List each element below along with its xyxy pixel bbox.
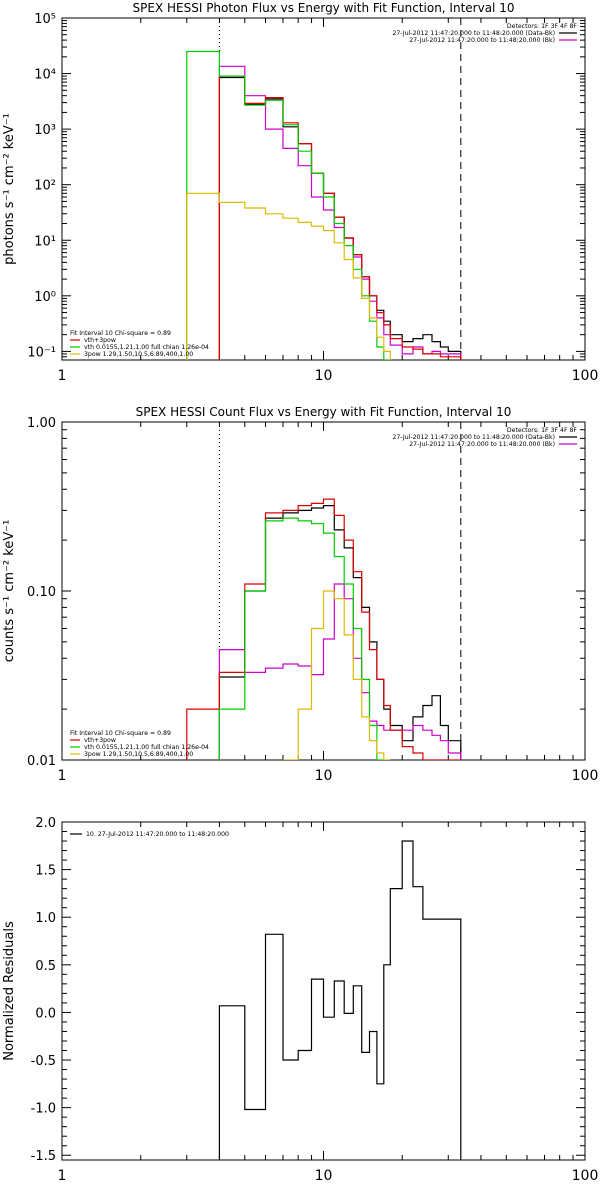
photon-title: SPEX HESSI Photon Flux vs Energy with Fi…: [133, 1, 515, 15]
residual-x-tick-label: 1: [58, 1168, 67, 1184]
photon-legend-text: Detectors: 1F 3F 4F 8F: [507, 23, 578, 30]
residual-x-tick-label: 100: [572, 1168, 599, 1184]
count-chart: SPEX HESSI Count Flux vs Energy with Fit…: [2, 405, 598, 784]
residual-y-tick-label: -1.0: [31, 1102, 56, 1117]
count-legend-text: vth 0.0155,1.21,1.00 full chian 1.26e-04: [84, 744, 209, 751]
photon-x-tick-label: 1: [58, 368, 67, 384]
photon-legend-text: vth+3pow: [84, 337, 116, 344]
count-y-tick-label: 0.10: [27, 585, 56, 600]
photon-legend-text: Fit Interval 10 Chi-square = 0.89: [70, 330, 171, 337]
residual-y-tick-label: 0.5: [35, 959, 56, 974]
photon-y-tick-label: 10⁴: [34, 68, 56, 83]
residual-y-tick-label: -1.5: [31, 1149, 56, 1164]
count-title: SPEX HESSI Count Flux vs Energy with Fit…: [136, 405, 512, 419]
residual-series-10-27-jul-2012-11-47-20-000-to-11-48-20-000: [218, 840, 462, 1160]
photon-series-3pow: [186, 192, 391, 360]
photon-x-tick-label: 10: [315, 368, 333, 384]
count-y-tick-label: 1.00: [27, 416, 56, 431]
residual-x-tick-label: 10: [315, 1168, 333, 1184]
residual-y-tick-label: 1.0: [35, 911, 56, 926]
photon-y-tick-label: 10⁵: [34, 12, 56, 27]
residual-y-tick-label: 2.0: [35, 816, 56, 831]
count-legend-text: 27-Jul-2012 11:47:20.000 to 11:48:20.000…: [392, 434, 555, 441]
photon-legend-text: vth 0.0155,1.21,1.00 full chian 1.26e-04: [84, 344, 209, 351]
count-x-tick-label: 100: [572, 768, 599, 784]
residual-y-axis-label: Normalized Residuals: [2, 921, 17, 1061]
count-legend-text: 27-Jul-2012 11:47:20.000 to 11:48:20.000…: [409, 441, 555, 448]
photon-chart: SPEX HESSI Photon Flux vs Energy with Fi…: [2, 1, 598, 384]
count-legend-text: vth+3pow: [84, 737, 116, 744]
count-series-vth: [218, 517, 384, 760]
count-series-27-jul-2012-11-47-20-000-to-11-48-20-000-bk: [218, 583, 462, 760]
count-legend-text: Detectors: 1F 3F 4F 8F: [507, 427, 578, 434]
photon-x-tick-label: 100: [572, 368, 599, 384]
photon-y-axis-label: photons s⁻¹ cm⁻² keV⁻¹: [2, 113, 17, 265]
count-series-27-jul-2012-11-47-20-000-to-11-48-20-000-data-bk: [218, 505, 462, 760]
residual-chart: 1 10 100 -1.5 -1.0 -0.5 0.0 0.5 1.0 1.5 2.0 Normali…: [2, 816, 598, 1184]
photon-legend-text: 27-Jul-2012 11:47:20.000 to 11:48:20.000…: [409, 37, 555, 44]
photon-y-tick-label: 10³: [34, 123, 56, 138]
count-y-tick-label: 0.01: [27, 754, 56, 769]
count-x-tick-label: 10: [315, 768, 333, 784]
photon-y-tick-label: 10⁰: [34, 290, 56, 305]
photon-series-vth-3pow: [218, 75, 462, 360]
count-series-3pow: [283, 590, 391, 760]
residual-y-tick-label: 0.0: [35, 1006, 56, 1021]
count-series-vth-3pow: [186, 498, 461, 760]
photon-series-vth: [186, 50, 391, 360]
count-legend-text: 3pow 1.29,1.50,10.5,6.89,400,1.00: [84, 751, 193, 758]
photon-y-tick-label: 10¹: [34, 234, 56, 249]
photon-y-tick-label: 10²: [34, 179, 56, 194]
count-legend-text: Fit Interval 10 Chi-square = 0.89: [70, 730, 171, 737]
count-y-axis-label: counts s⁻¹ cm⁻² keV⁻¹: [2, 520, 17, 663]
residual-y-tick-label: 1.5: [35, 864, 56, 879]
photon-legend-text: 27-Jul-2012 11:47:20.000 to 11:48:20.000…: [392, 30, 555, 37]
residual-y-tick-label: -0.5: [31, 1054, 56, 1069]
photon-legend-text: 3pow 1.29,1.50,10.5,6.89,400,1.00: [84, 351, 193, 358]
count-x-tick-label: 1: [58, 768, 67, 784]
photon-series-27-jul-2012-11-47-20-000-to-11-48-20-000-data-bk: [218, 76, 462, 360]
residual-legend-text: 10. 27-Jul-2012 11:47:20.000 to 11:48:20…: [86, 831, 229, 838]
photon-series-27-jul-2012-11-47-20-000-to-11-48-20-000-bk: [218, 65, 462, 360]
photon-y-tick-label: 10⁻¹: [27, 345, 56, 360]
